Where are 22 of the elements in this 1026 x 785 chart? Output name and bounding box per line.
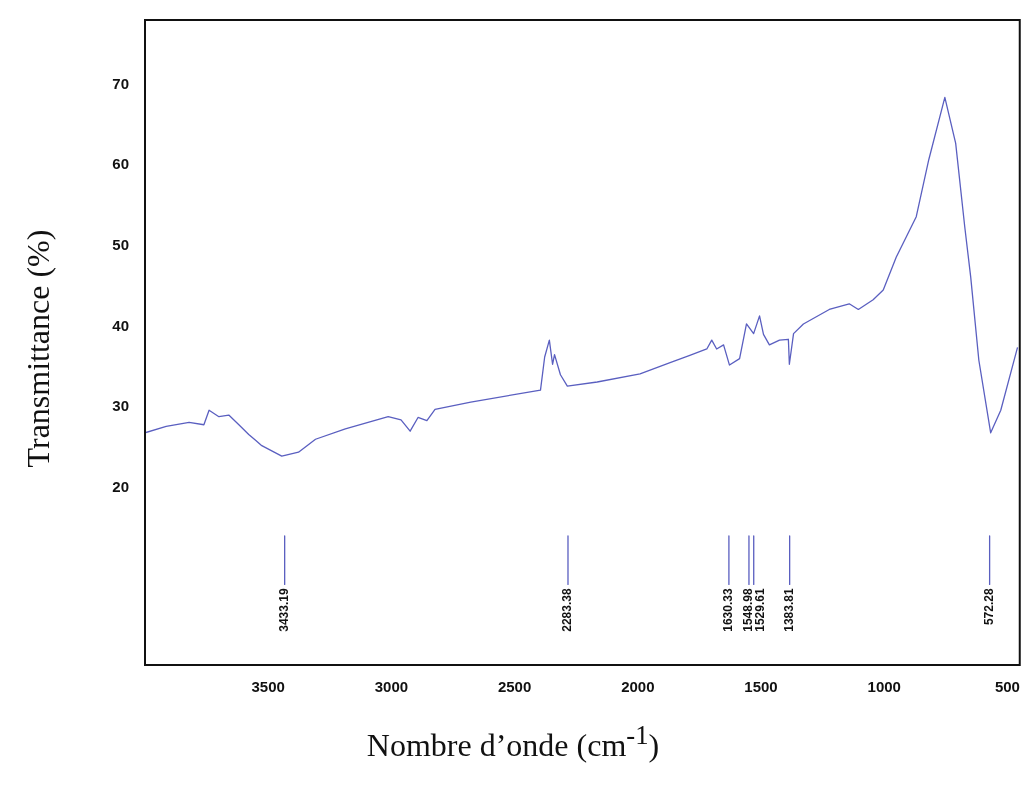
- y-tick-label: 50: [112, 235, 129, 253]
- x-axis-title: Nombre d’onde (cm$^{-1}$): [365, 720, 661, 764]
- x-tick-label: 2500: [497, 678, 532, 696]
- annotation: 2283.38: [560, 588, 575, 632]
- x-tick-label: 1500: [744, 678, 778, 696]
- y-tick-label: 20: [112, 477, 129, 495]
- x-tick-label: 1000: [867, 678, 901, 696]
- annotation: 572.28: [981, 588, 996, 626]
- y-tick-label: 30: [112, 397, 129, 415]
- y-tick-label: 60: [112, 155, 129, 173]
- x-tick-label: 3500: [251, 678, 285, 696]
- annotation: 1548.98: [741, 588, 756, 632]
- y-axis-title: Transmittance (%): [19, 228, 57, 470]
- annotation: 1630.33: [721, 588, 736, 632]
- annotation: 3433.19: [276, 588, 291, 632]
- x-tick-label: 2000: [621, 678, 655, 696]
- y-tick-label: 40: [112, 316, 129, 334]
- x-tick-label: 500: [994, 678, 1020, 696]
- annotation: 1529.61: [753, 588, 768, 632]
- annotation: 1383.81: [781, 588, 796, 632]
- x-tick-label: 3000: [374, 678, 409, 696]
- y-tick-label: 70: [112, 74, 129, 92]
